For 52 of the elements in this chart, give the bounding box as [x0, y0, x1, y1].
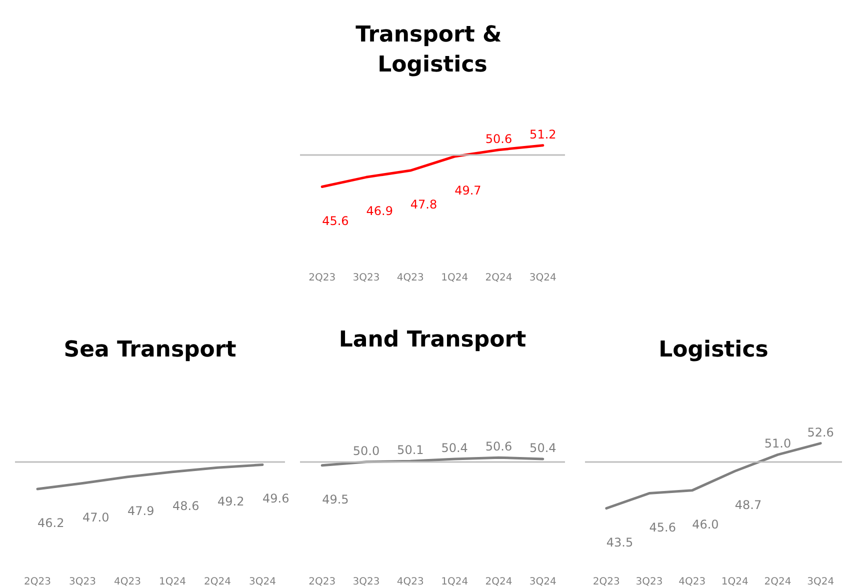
data-label: 46.2 — [38, 516, 64, 530]
x-tick-label: 4Q23 — [396, 272, 424, 284]
x-tick-label: 2Q24 — [764, 576, 792, 587]
data-label: 50.0 — [352, 444, 380, 458]
data-label: 50.6 — [485, 440, 512, 454]
x-tick-label: 3Q24 — [249, 576, 276, 587]
data-label: 46.9 — [366, 204, 393, 218]
x-tick-label: 2Q23 — [308, 576, 336, 587]
x-tick-label: 2Q23 — [592, 576, 620, 587]
data-label: 50.4 — [530, 441, 556, 455]
chart-title: Land Transport — [338, 328, 527, 352]
data-label: 50.4 — [441, 441, 468, 455]
data-label: 52.6 — [807, 425, 834, 440]
data-label: 51.2 — [530, 127, 556, 142]
data-label: 48.7 — [734, 498, 762, 512]
data-label: 49.7 — [454, 184, 482, 198]
chart-title: Sea Transport — [64, 338, 237, 362]
data-label: 49.5 — [322, 492, 349, 506]
x-tick-label: 1Q24 — [441, 272, 468, 284]
data-label: 46.0 — [692, 517, 719, 532]
data-label: 50.1 — [397, 443, 424, 458]
data-label: 51.0 — [764, 436, 792, 451]
data-label: 50.6 — [485, 132, 512, 146]
x-tick-label: 2Q24 — [485, 272, 512, 284]
x-tick-label: 1Q24 — [159, 576, 186, 587]
data-label: 47.8 — [410, 198, 438, 212]
x-tick-label: 3Q23 — [69, 576, 96, 587]
data-label: 45.6 — [649, 520, 676, 534]
data-label: 49.6 — [262, 492, 290, 506]
data-label: 49.2 — [218, 494, 244, 509]
x-tick-label: 3Q23 — [352, 272, 380, 284]
x-tick-label: 4Q23 — [678, 576, 706, 587]
data-label: 47.0 — [82, 510, 110, 524]
data-label: 48.6 — [172, 498, 200, 513]
x-tick-label: 4Q23 — [114, 576, 141, 587]
x-tick-label: 3Q24 — [529, 272, 556, 284]
data-label: 47.9 — [128, 504, 154, 518]
chart-title: Logistics — [658, 338, 768, 362]
x-tick-label: 1Q24 — [441, 576, 468, 587]
x-tick-label: 4Q23 — [396, 576, 424, 587]
x-tick-label: 2Q24 — [204, 576, 231, 587]
x-tick-label: 3Q23 — [352, 576, 380, 587]
x-tick-label: 3Q23 — [636, 576, 663, 587]
x-tick-label: 2Q23 — [308, 272, 336, 284]
data-label: 43.5 — [606, 535, 634, 550]
x-tick-label: 1Q24 — [721, 576, 748, 587]
x-tick-label: 2Q23 — [24, 576, 51, 587]
x-tick-label: 3Q24 — [807, 576, 834, 587]
x-tick-label: 3Q24 — [529, 576, 556, 587]
data-label: 45.6 — [322, 214, 349, 228]
chart-title: Transport & Logistics — [356, 22, 510, 78]
x-tick-label: 2Q24 — [485, 576, 512, 587]
